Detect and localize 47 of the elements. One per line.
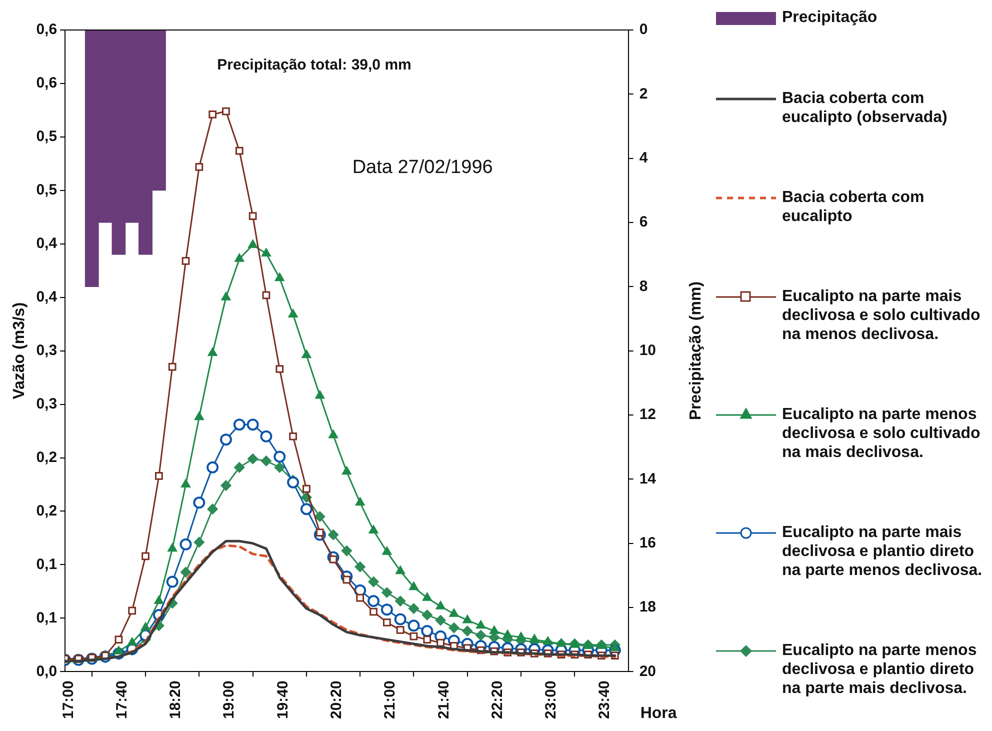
y2-tick-label: 14: [639, 470, 657, 488]
y2-tick-label: 16: [639, 534, 656, 552]
x-tick-label: 22:20: [488, 680, 506, 720]
y-axis-title: Vazão (m3/s): [11, 302, 28, 400]
y-tick-label: 0,1: [36, 609, 58, 626]
y-tick-label: 0,1: [36, 556, 58, 573]
x-tick-label: 21:40: [435, 680, 452, 720]
y2-tick-label: 0: [639, 21, 648, 38]
y-tick-label: 0,6: [36, 74, 58, 92]
y-tick-label: 0,4: [36, 288, 58, 306]
x-tick-label: 20:20: [328, 680, 346, 720]
legend-label: Eucalipto na parte mais declivosa e solo cultivado na menos declivosa.: [782, 287, 982, 344]
y2-tick-label: 2: [639, 85, 648, 102]
y2-tick-label: 6: [639, 214, 648, 231]
x-tick-label: 23:40: [596, 680, 614, 720]
y2-tick-label: 20: [639, 662, 656, 680]
y-tick-label: 0,0: [36, 662, 58, 680]
annotation: Data 27/02/1996: [352, 157, 493, 178]
x-tick-label: 18:20: [167, 680, 184, 720]
y2-tick-label: 4: [639, 149, 648, 166]
y-tick-label: 0,5: [36, 128, 58, 146]
y2-axis-title: Precipitação (mm): [688, 281, 705, 420]
legend-label: Bacia coberta com eucalipto: [782, 188, 926, 226]
y2-tick-label: 10: [639, 342, 656, 359]
legend-label: Eucalipto na parte menos declivosa e solo cultivado na mais declivosa.: [782, 405, 982, 462]
y-tick-label: 0,5: [36, 182, 58, 199]
y-tick-label: 0,2: [36, 448, 58, 466]
y-tick-label: 0,4: [36, 235, 58, 252]
y-tick-label: 0,2: [36, 502, 58, 520]
y2-tick-label: 8: [639, 278, 648, 295]
legend-label: Bacia coberta com eucalipto (observada): [782, 89, 948, 127]
x-tick-label: 23:00: [542, 680, 560, 720]
legend-label: Eucalipto na parte menos declivosa e plantio direto na parte mais declivosa.: [782, 641, 978, 698]
annotation: Precipitação total: 39,0 mm: [217, 56, 412, 74]
x-tick-label: 19:00: [220, 680, 238, 720]
x-axis-title: Hora: [640, 705, 677, 722]
x-tick-label: 19:40: [274, 680, 292, 720]
x-tick-label: 17:00: [60, 680, 77, 720]
y-tick-label: 0,3: [36, 342, 58, 359]
y2-tick-label: 12: [639, 406, 656, 424]
x-tick-label: 21:00: [382, 680, 399, 720]
y2-tick-label: 18: [639, 598, 656, 616]
y-tick-label: 0,6: [36, 21, 58, 38]
y-tick-label: 0,3: [36, 395, 58, 412]
legend-label: Precipitação: [782, 8, 878, 27]
x-tick-label: 17:40: [113, 680, 130, 720]
legend-label: Eucalipto na parte mais declivosa e plantio direto na parte menos declivosa.: [782, 523, 984, 580]
